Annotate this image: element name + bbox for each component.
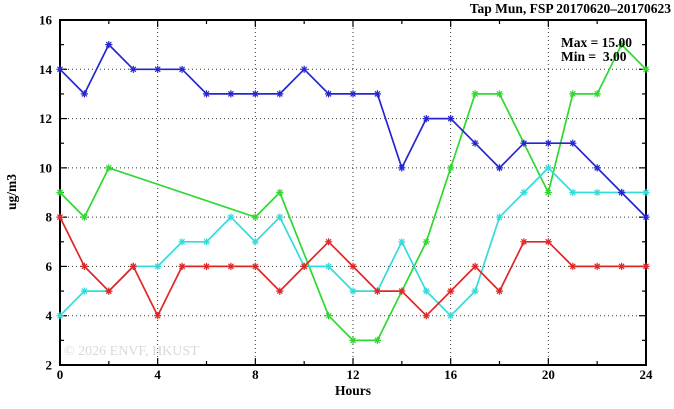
gridlines	[60, 20, 646, 365]
x-tick-label: 24	[640, 367, 654, 382]
x-tick-label: 8	[252, 367, 259, 382]
series-green	[56, 41, 650, 344]
y-tick-label: 12	[39, 111, 52, 126]
series-red	[56, 213, 650, 320]
y-tick-label: 2	[46, 358, 53, 373]
y-tick-label: 10	[39, 160, 52, 175]
y-tick-label: 4	[46, 308, 53, 323]
x-tick-label: 16	[444, 367, 458, 382]
max-annotation: Max = 15.00	[561, 35, 632, 50]
chart-title: Tap Mun, FSP 20170620–20170623	[470, 1, 672, 16]
x-tick-label: 20	[542, 367, 555, 382]
x-tick-label: 4	[154, 367, 161, 382]
y-tick-label: 16	[39, 13, 53, 28]
min-annotation: Min = 3.00	[561, 49, 627, 64]
y-tick-label: 6	[46, 259, 53, 274]
series-blue-line	[59, 43, 647, 218]
y-axis-label: ug/m3	[4, 174, 19, 210]
series-green-markers	[56, 41, 650, 344]
series-red-markers	[56, 213, 650, 320]
series-blue	[56, 41, 650, 221]
x-tick-label: 0	[57, 367, 64, 382]
y-tick-label: 8	[46, 210, 53, 225]
watermark: © 2026 ENVF, HKUST	[64, 344, 199, 359]
x-axis-label: Hours	[335, 383, 371, 398]
x-tick-label: 12	[347, 367, 360, 382]
y-tick-label: 14	[39, 62, 53, 77]
data-series	[56, 41, 650, 344]
series-blue-markers	[56, 41, 650, 221]
